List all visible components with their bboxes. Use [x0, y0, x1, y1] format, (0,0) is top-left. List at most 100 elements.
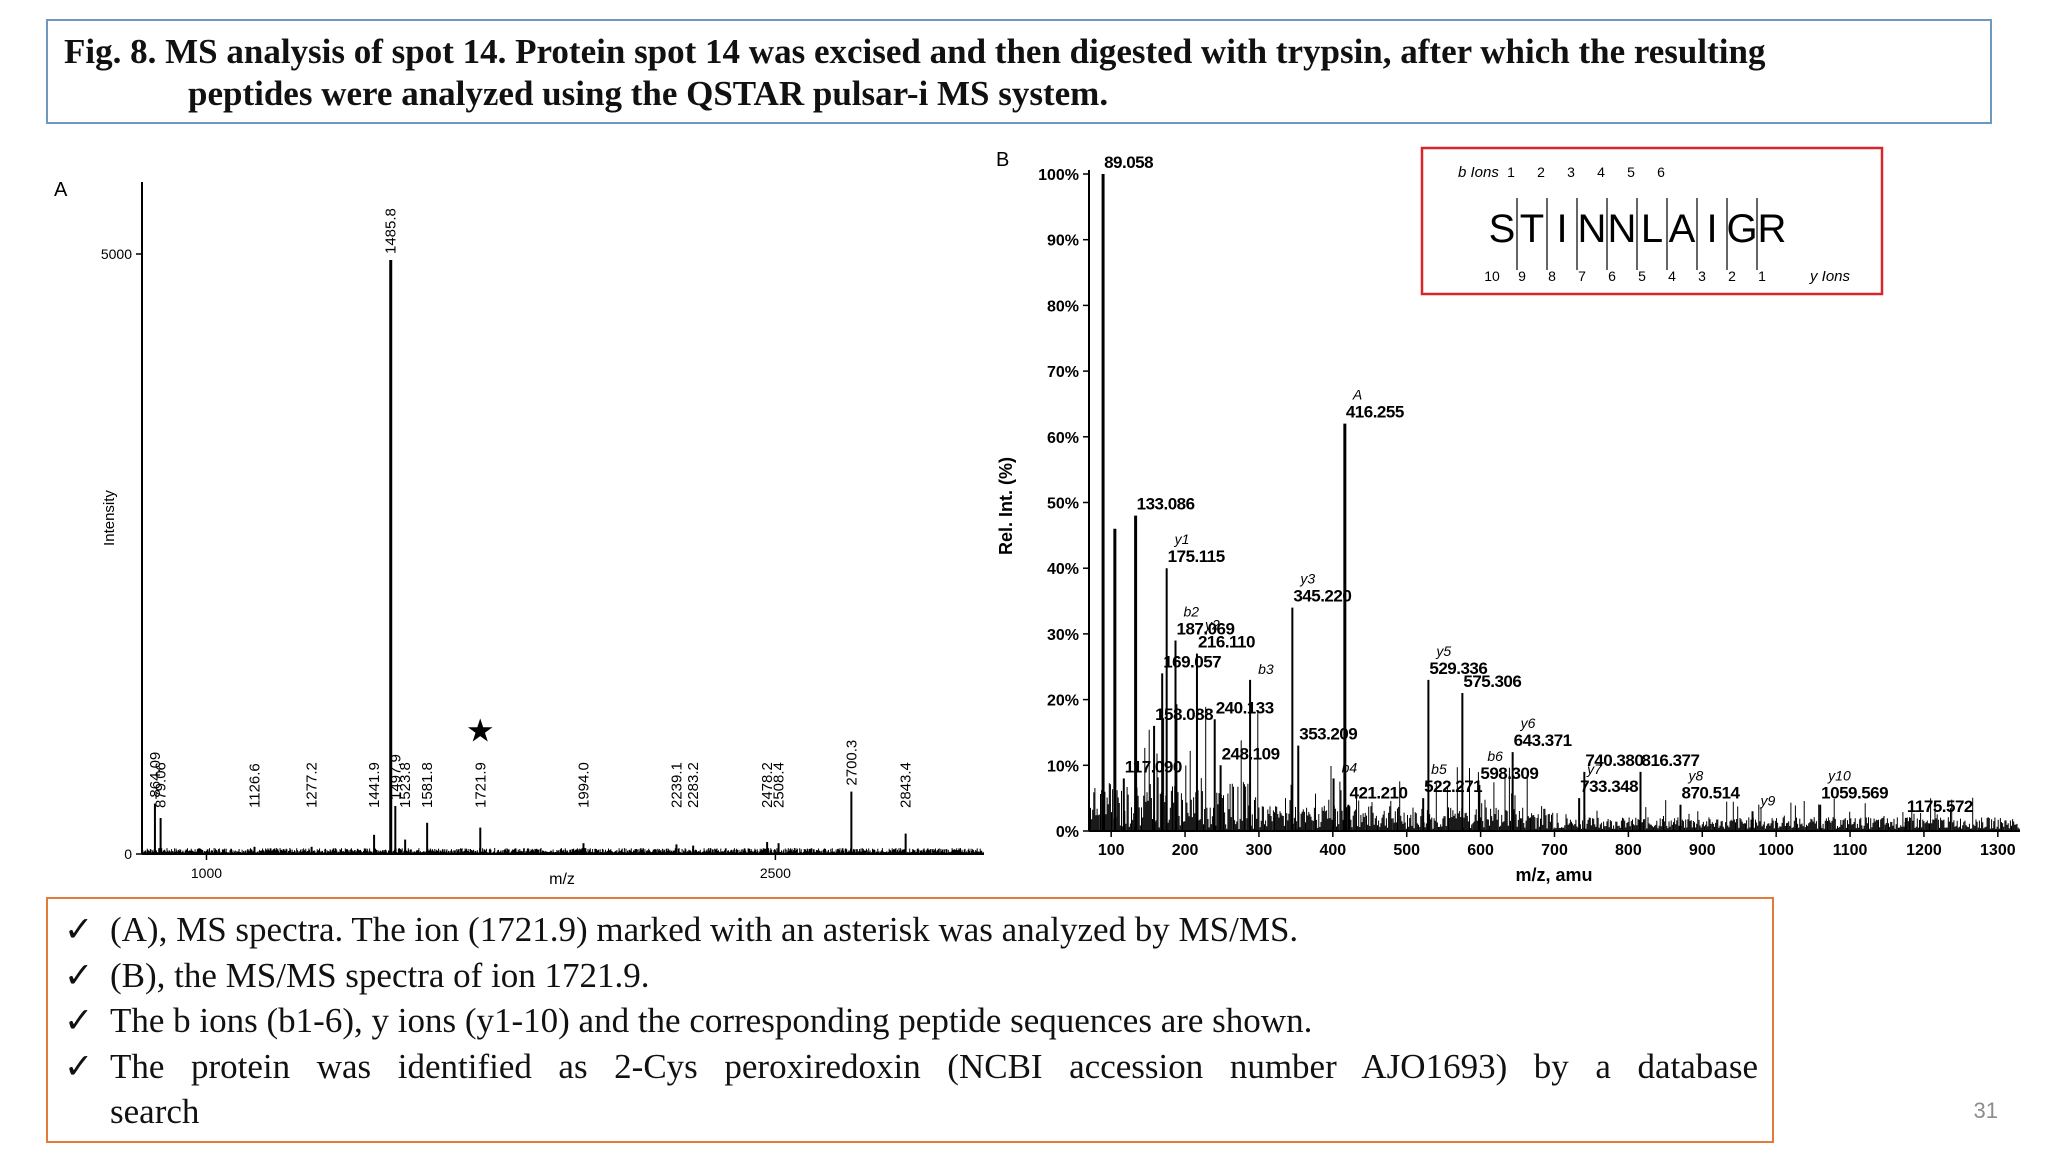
caption-line-2: peptides were analyzed using the QSTAR p…	[188, 74, 1109, 113]
sequence-residue: N	[1578, 207, 1607, 251]
x-tick-label: 100	[1098, 842, 1125, 859]
b-ion-number: 3	[1567, 164, 1575, 180]
y-tick-label: 5000	[101, 246, 132, 262]
x-tick-label: 1000	[191, 865, 222, 881]
checkmark-icon: ✓	[64, 1001, 94, 1040]
note-text: (B), the MS/MS spectra of ion 1721.9.	[110, 955, 650, 995]
x-tick-label: 1000	[1758, 842, 1794, 859]
ion-label: y1	[1174, 531, 1190, 547]
x-tick-label: 900	[1689, 842, 1716, 859]
peak-label: 169.057	[1163, 652, 1221, 671]
ion-label: b3	[1258, 661, 1274, 677]
note-text-line-2: search	[110, 1092, 200, 1131]
peak-label: 1126.6	[247, 763, 264, 808]
peak-label: 187.069	[1177, 619, 1235, 638]
sequence-residue: G	[1726, 207, 1757, 251]
x-tick-label: 1300	[1980, 842, 2016, 859]
peak-label: 216.110	[1198, 633, 1255, 652]
slide-number: 31	[1973, 1098, 1998, 1123]
sequence-residue: R	[1758, 207, 1787, 251]
sequence-residue: A	[1669, 207, 1696, 251]
ion-label: y6	[1520, 715, 1536, 731]
sequence-box	[1420, 146, 1884, 296]
ion-label: y7	[1586, 761, 1603, 777]
note-text-line-1: The protein was identified as 2-Cys pero…	[110, 1046, 1758, 1086]
note-item: ✓ The b ions (b1-6), y ions (y1-10) and …	[64, 998, 1758, 1044]
peak-label: 2843.4	[898, 762, 915, 808]
y-tick-label: 30%	[1047, 627, 1079, 644]
b-ion-number: 6	[1657, 164, 1665, 180]
b-ions-label: b Ions	[1458, 164, 1499, 181]
y-ion-number: 2	[1728, 268, 1736, 284]
ms-spectrum-panel-a: A Intensity m/z 0 5000 1000 2500 864.09879…	[54, 179, 984, 888]
panel-b-xlabel: m/z, amu	[1515, 865, 1592, 885]
y-ion-number: 4	[1668, 268, 1676, 284]
x-tick-label: 500	[1393, 842, 1420, 859]
y-ions-label: y Ions	[1809, 268, 1851, 285]
y-tick-label: 20%	[1047, 693, 1079, 710]
x-tick-label: 800	[1615, 842, 1642, 859]
x-tick-label: 400	[1319, 842, 1346, 859]
sequence-residue: L	[1641, 207, 1663, 251]
caption-line-1: Fig. 8. MS analysis of spot 14. Protein …	[64, 32, 1766, 71]
peak-label: 1485.8	[383, 208, 400, 254]
y-tick-label: 100%	[1038, 167, 1079, 184]
peak-label: 522.271	[1424, 777, 1482, 796]
ion-label: b2	[1184, 603, 1200, 619]
peak-label: 1581.8	[419, 762, 436, 808]
ion-label: b5	[1431, 761, 1447, 777]
note-item: ✓ (B), the MS/MS spectra of ion 1721.9.	[64, 953, 1758, 999]
peak-label: 345.220	[1293, 587, 1351, 606]
peak-label: 89.058	[1104, 153, 1153, 172]
peak-label: 158.088	[1155, 705, 1213, 724]
peak-label: 816.377	[1641, 751, 1699, 770]
y-tick-label: 80%	[1047, 298, 1079, 315]
checkmark-icon: ✓	[64, 910, 94, 949]
y-ion-number: 8	[1548, 268, 1556, 284]
peak-label: 643.371	[1514, 731, 1572, 750]
ion-label: y10	[1827, 768, 1851, 784]
peak-label: 248.109	[1222, 744, 1280, 763]
baseline-noise	[1090, 704, 2020, 831]
sequence-residue: T	[1520, 207, 1544, 251]
figure-caption: Fig. 8. MS analysis of spot 14. Protein …	[64, 31, 1974, 115]
peak-label: 353.209	[1299, 725, 1357, 744]
note-text: The protein was identified as 2-Cys pero…	[110, 1044, 1758, 1135]
y-ion-number: 7	[1578, 268, 1586, 284]
peak-label: 133.086	[1137, 495, 1195, 514]
y-tick-label: 0%	[1056, 824, 1079, 841]
peak-label: 1441.9	[366, 762, 383, 808]
y-ion-number: 9	[1518, 268, 1526, 284]
peak-label: 117.090	[1125, 757, 1182, 776]
peak-label: 175.115	[1168, 547, 1225, 566]
y-tick-label: 0	[124, 846, 132, 862]
ion-label: y2	[1204, 617, 1220, 633]
panel-a-label: A	[54, 179, 68, 201]
b-ion-number: 2	[1537, 164, 1545, 180]
panel-a-xlabel: m/z	[549, 871, 575, 888]
peak-label: 1175.572	[1907, 797, 1973, 816]
peak-label: 1523.8	[397, 762, 414, 808]
peak-label: 2700.3	[843, 740, 860, 786]
x-tick-label: 700	[1541, 842, 1568, 859]
baseline-noise	[141, 848, 984, 854]
peak-label: 598.309	[1480, 764, 1538, 783]
x-tick-label: 600	[1467, 842, 1494, 859]
notes-box: ✓ (A), MS spectra. The ion (1721.9) mark…	[46, 897, 1774, 1143]
b-ion-number: 1	[1507, 164, 1515, 180]
peak-label: 416.255	[1346, 403, 1404, 422]
ion-label: y8	[1687, 768, 1703, 784]
asterisk-marker: ★	[466, 713, 495, 749]
sequence-residue: S	[1489, 207, 1516, 251]
peak-label: 2239.1	[668, 762, 685, 808]
note-text: The b ions (b1-6), y ions (y1-10) and th…	[110, 1001, 1313, 1040]
note-item: ✓ The protein was identified as 2-Cys pe…	[64, 1044, 1758, 1135]
y-ion-number: 5	[1638, 268, 1646, 284]
peak-label: 1059.569	[1821, 784, 1888, 803]
peak-label: 864.09	[147, 752, 164, 798]
peak-label: 2283.2	[685, 762, 702, 808]
x-tick-label: 2500	[760, 865, 791, 881]
peak-label: 529.336	[1429, 659, 1487, 678]
peak-label: 240.133	[1216, 698, 1274, 717]
peak-label: 1277.2	[304, 762, 321, 808]
